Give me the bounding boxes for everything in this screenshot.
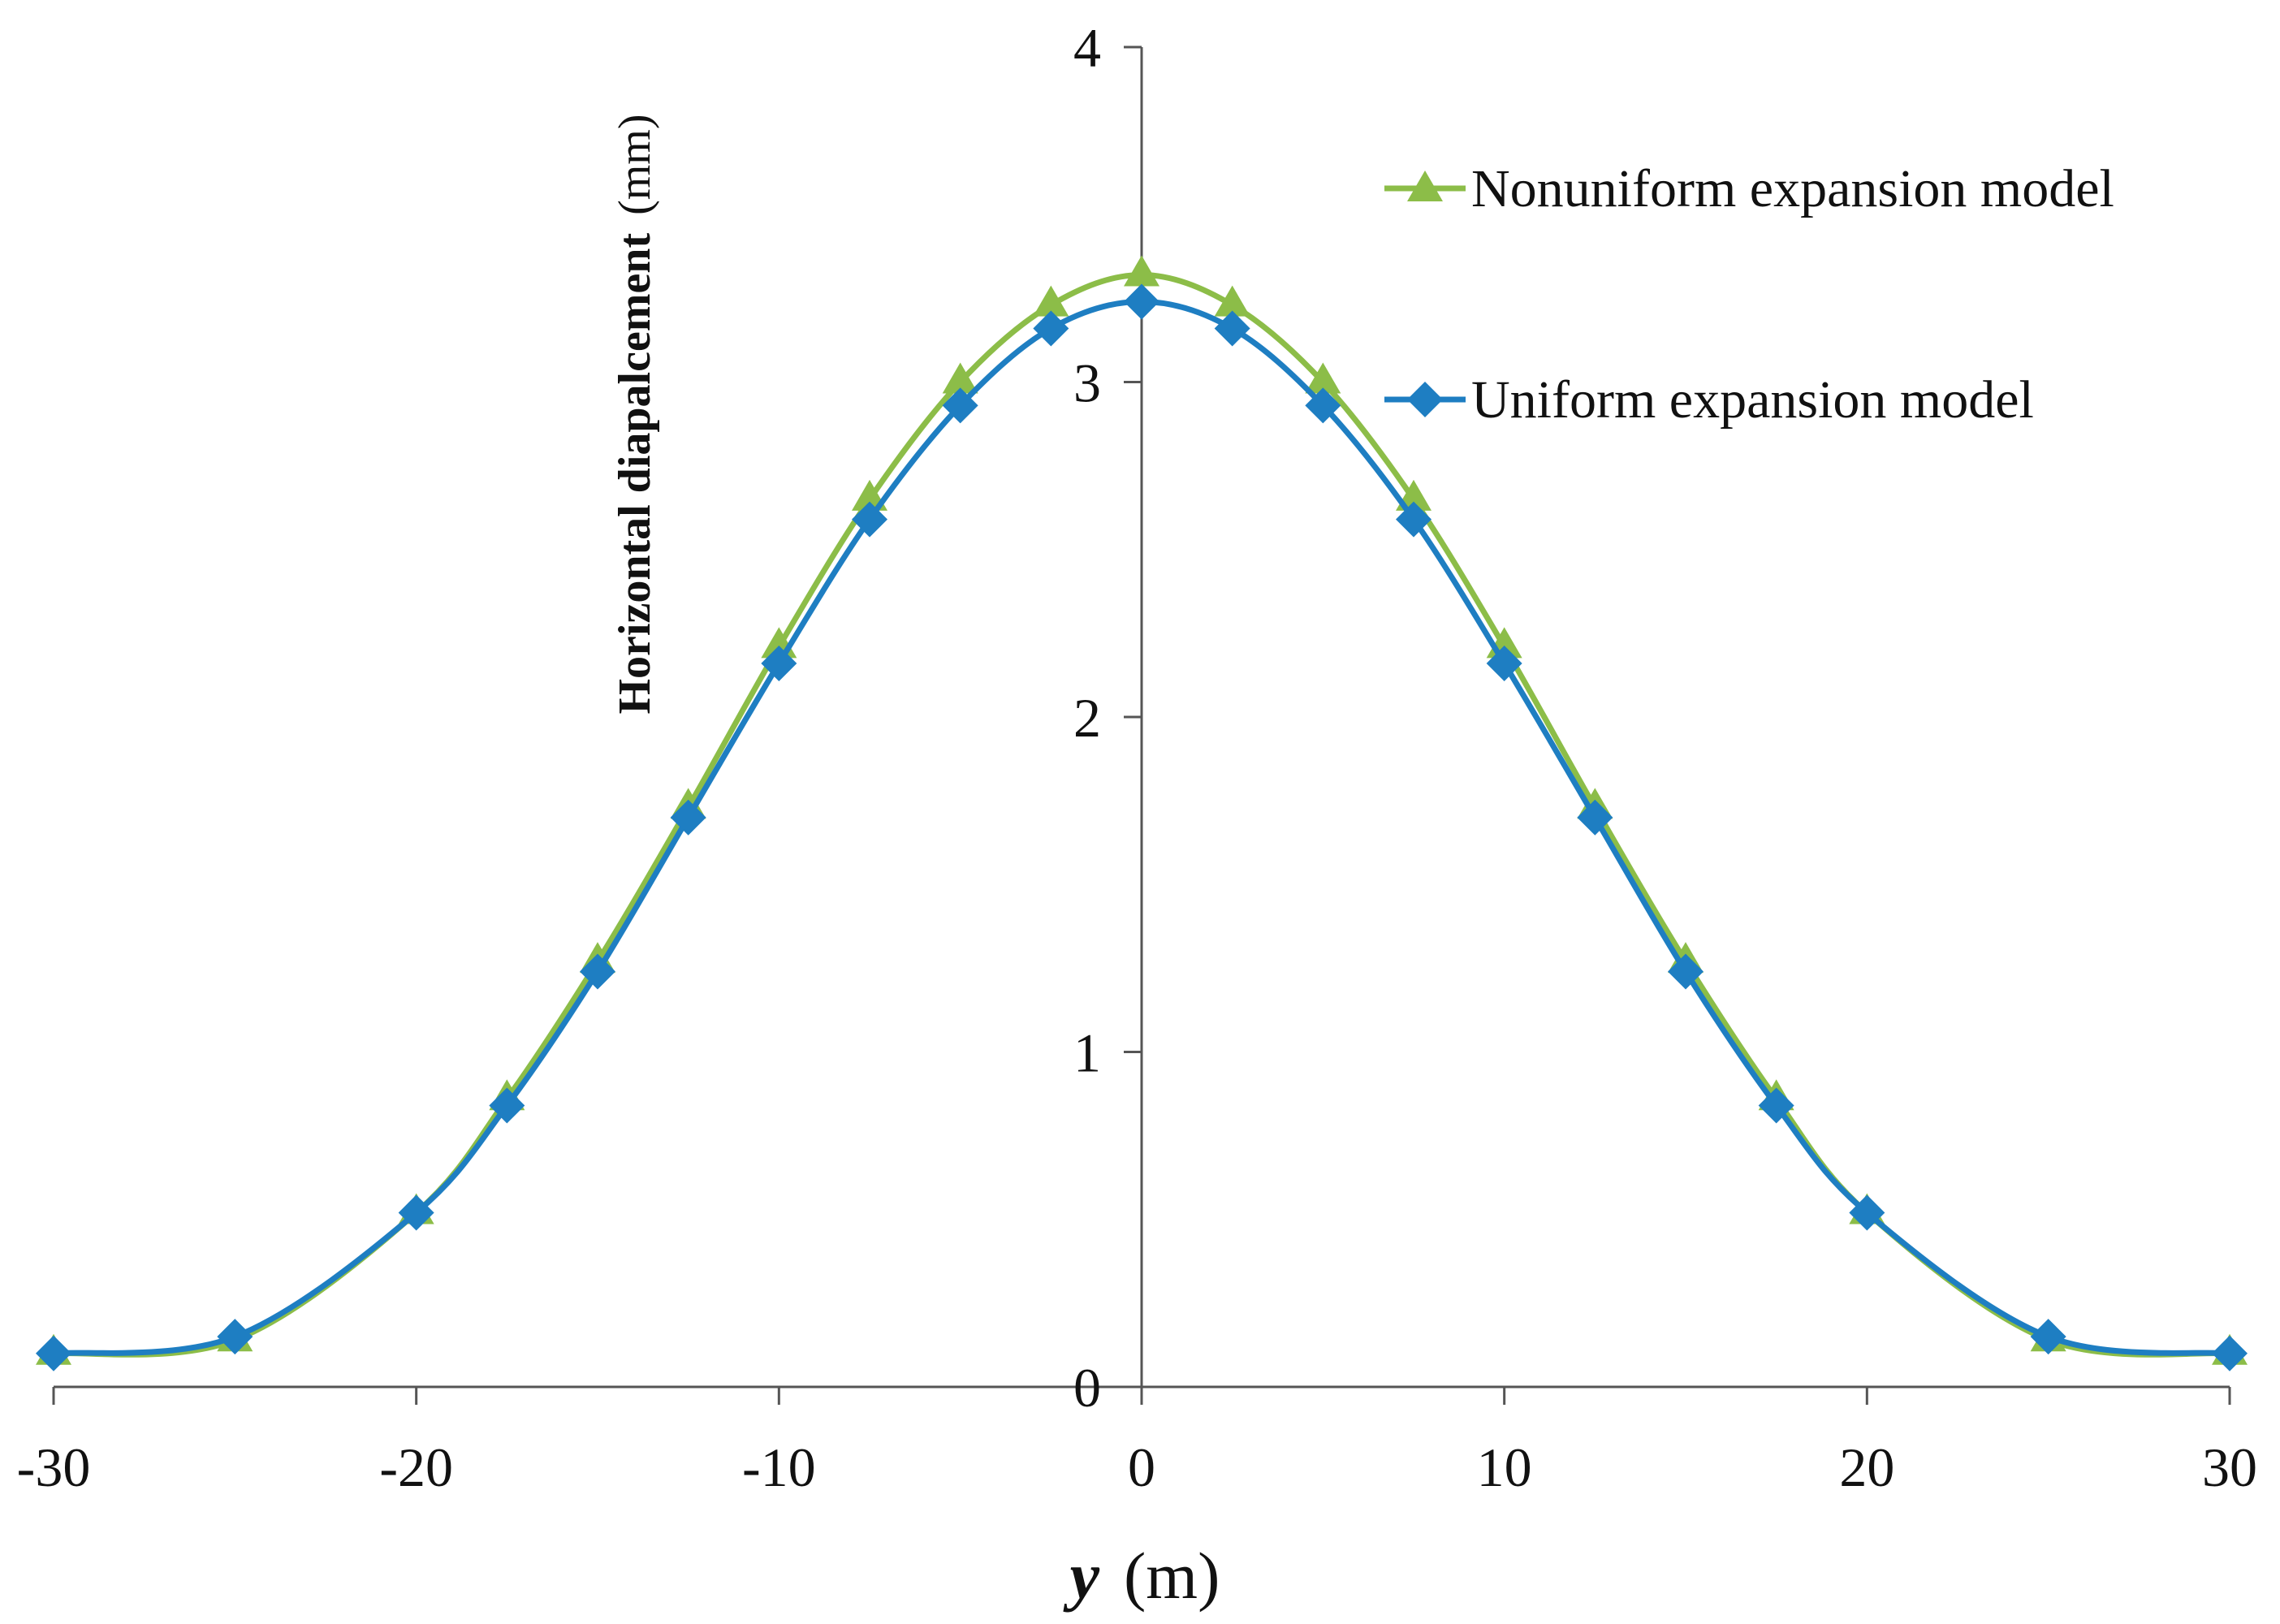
x-axis-label-unit: (m)	[1124, 1539, 1220, 1613]
data-point-triangle	[1214, 285, 1250, 317]
data-point-diamond	[1305, 387, 1341, 424]
data-point-diamond	[1577, 799, 1613, 836]
x-tick-label: 20	[1839, 1436, 1894, 1498]
data-point-triangle	[1124, 255, 1159, 287]
y-axis-label-text: Horizontal diapalcement	[610, 233, 660, 715]
y-tick-label: 1	[1073, 1022, 1101, 1084]
data-point-diamond	[2030, 1319, 2066, 1355]
x-tick-label: 0	[1128, 1436, 1155, 1498]
legend-label-uniform: Uniform expansion model	[1471, 370, 2034, 430]
x-tick-label: 30	[2202, 1436, 2257, 1498]
series-layer	[36, 255, 2248, 1371]
data-point-diamond	[1486, 646, 1522, 681]
x-tick-label: 10	[1477, 1436, 1532, 1498]
data-point-diamond	[1668, 953, 1704, 990]
data-point-triangle	[1305, 362, 1341, 394]
series-uniform	[36, 283, 2248, 1371]
axes: -30 -20 -10 0 10 20 30 0 1 2 3 4	[17, 17, 2257, 1498]
data-point-diamond	[1214, 310, 1250, 347]
data-point-triangle	[1033, 285, 1069, 317]
y-tick-label: 0	[1073, 1357, 1101, 1419]
x-axis-label-text: y	[1063, 1539, 1100, 1613]
data-point-diamond	[1033, 310, 1069, 347]
data-point-triangle	[942, 362, 978, 394]
data-point-diamond	[852, 501, 887, 538]
x-axis-label: y (m)	[1063, 1539, 1220, 1613]
x-tick-label: -20	[379, 1436, 453, 1498]
x-tick-label: -10	[742, 1436, 816, 1498]
legend: Nonuniform expansion model Uniform expan…	[1384, 159, 2114, 430]
y-axis-label-unit: (mm)	[610, 114, 660, 214]
x-tick-label: -30	[17, 1436, 91, 1498]
legend-label-nonuniform: Nonuniform expansion model	[1471, 159, 2114, 218]
data-point-diamond	[1849, 1194, 1885, 1231]
legend-item-nonuniform: Nonuniform expansion model	[1384, 159, 2114, 218]
y-axis-label: Horizontal diapalcement (mm)	[610, 114, 660, 714]
data-point-diamond	[942, 387, 978, 424]
y-tick-label: 4	[1073, 17, 1101, 79]
data-point-diamond	[670, 799, 706, 836]
y-tick-label: 2	[1073, 687, 1101, 749]
data-point-diamond	[1396, 501, 1431, 538]
data-point-diamond	[1758, 1087, 1794, 1124]
data-point-diamond	[2212, 1335, 2248, 1371]
data-point-diamond	[36, 1335, 71, 1371]
data-point-diamond	[398, 1194, 434, 1231]
legend-marker-triangle-icon	[1407, 171, 1443, 201]
data-point-diamond	[1124, 283, 1159, 320]
data-point-diamond	[217, 1319, 253, 1355]
y-tick-label: 3	[1073, 352, 1101, 414]
data-point-diamond	[580, 953, 615, 990]
data-point-diamond	[761, 646, 797, 681]
data-point-diamond	[489, 1087, 525, 1124]
legend-marker-diamond-icon	[1407, 382, 1443, 417]
legend-item-uniform: Uniform expansion model	[1384, 370, 2034, 430]
